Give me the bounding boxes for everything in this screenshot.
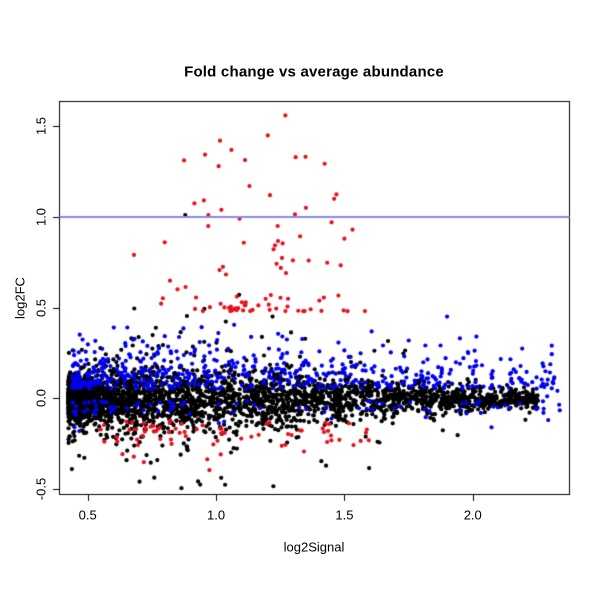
y-tick-label: 0.5 [33, 298, 49, 317]
y-tick-label: 1.5 [33, 117, 49, 136]
y-tick-label: -0.5 [33, 477, 49, 500]
y-tick-label: 1.0 [33, 207, 49, 226]
x-tick-label: 1.0 [207, 507, 226, 523]
chart-title: Fold change vs average abundance [184, 63, 444, 81]
x-tick-label: 0.5 [78, 507, 97, 523]
x-tick-label: 1.5 [335, 507, 354, 523]
y-tick-label: 0.0 [33, 389, 49, 408]
x-axis-label: log2Signal [283, 539, 345, 555]
y-axis-label: log2FC [12, 277, 28, 319]
x-tick-label: 2.0 [463, 507, 482, 523]
